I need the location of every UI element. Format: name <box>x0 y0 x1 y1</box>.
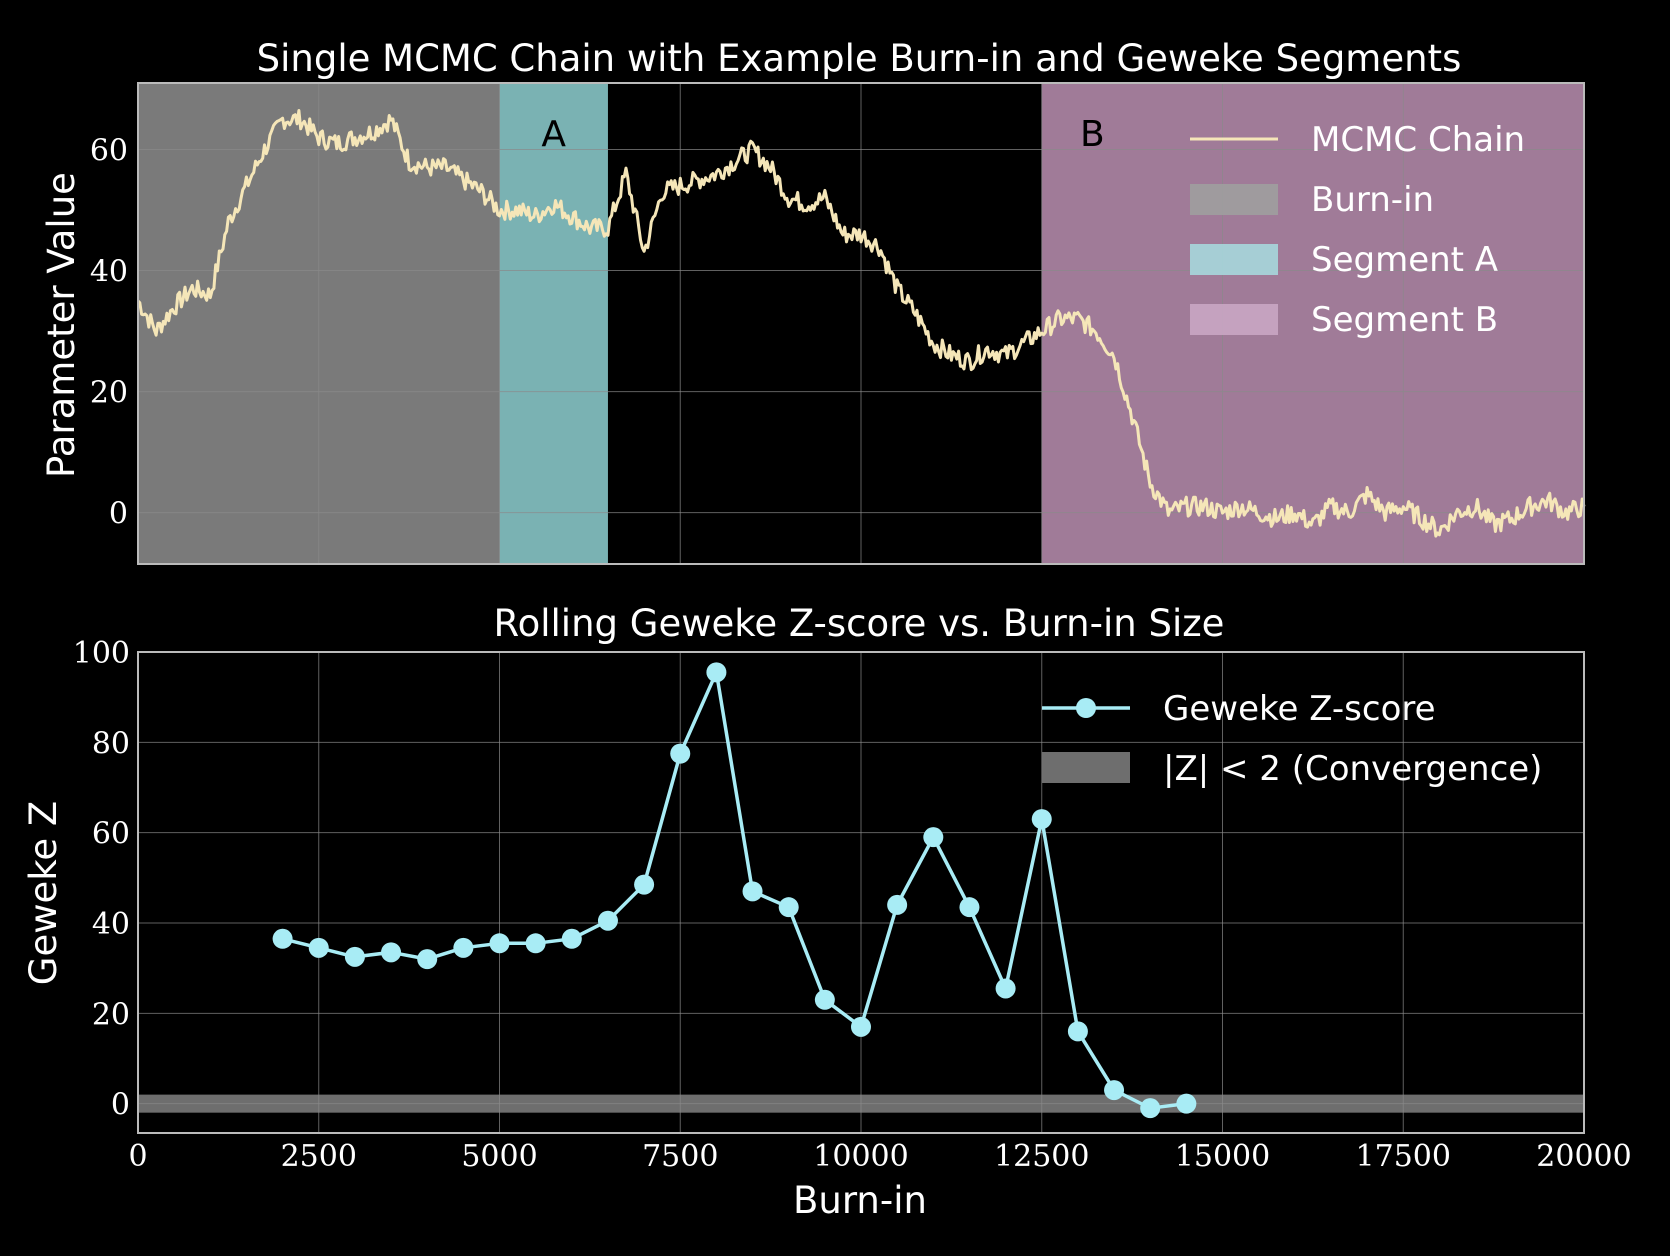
chart-2-x-ticks: 0 2500 5000 7500 10000 12500 15000 17500 20000 <box>128 1139 1631 1174</box>
chart-2-title: Rolling Geweke Z-score vs. Burn-in Size <box>494 602 1225 645</box>
y-tick-label: 100 <box>73 636 130 671</box>
series-line-mcmc-chain <box>136 109 1586 538</box>
x-tick-label: 5000 <box>461 1139 537 1174</box>
x-tick-label: 0 <box>128 1139 147 1174</box>
legend-label-segment-b: Segment B <box>1311 300 1498 340</box>
data-point <box>778 897 799 918</box>
legend-label-burn-in: Burn-in <box>1311 180 1434 220</box>
x-tick-label: 17500 <box>1356 1139 1451 1174</box>
data-point <box>1031 809 1052 830</box>
chart-2-series <box>272 662 1197 1119</box>
chart-1-gridlines <box>138 83 1584 564</box>
data-point <box>959 897 980 918</box>
data-point <box>272 928 293 949</box>
legend-label-segment-a: Segment A <box>1311 240 1498 280</box>
data-point <box>381 942 402 963</box>
y-tick-label: 20 <box>92 997 130 1032</box>
region-label-b: B <box>1080 114 1105 155</box>
data-point <box>887 894 908 915</box>
legend-label-convergence-band: |Z| < 2 (Convergence) <box>1163 749 1542 789</box>
chart-1-legend: MCMC Chain Burn-in Segment A Segment B <box>1190 120 1525 340</box>
region-label-a: A <box>541 114 566 155</box>
data-point <box>597 910 618 931</box>
chart-2-x-label: Burn-in <box>793 1179 927 1222</box>
chart-2-y-ticks: 0 20 40 60 80 100 <box>73 636 130 1123</box>
chart-1-title: Single MCMC Chain with Example Burn-in a… <box>257 37 1462 80</box>
chart-1-y-ticks: 0 20 40 60 <box>90 134 128 532</box>
y-tick-label: 80 <box>92 726 130 761</box>
legend-marker-geweke-z-score <box>1076 698 1096 718</box>
data-point <box>634 874 655 895</box>
x-tick-label: 2500 <box>281 1139 357 1174</box>
y-tick-label: 60 <box>90 134 128 169</box>
y-tick-label: 0 <box>111 1088 130 1123</box>
chart-1-y-label: Parameter Value <box>40 172 83 478</box>
x-tick-label: 10000 <box>813 1139 908 1174</box>
data-point <box>1067 1021 1088 1042</box>
data-point <box>706 662 727 683</box>
data-point <box>308 937 329 958</box>
x-tick-label: 20000 <box>1536 1139 1631 1174</box>
data-point <box>525 933 546 954</box>
chart-2-frame <box>137 651 1585 1134</box>
y-tick-label: 0 <box>109 497 128 532</box>
data-point <box>417 949 438 970</box>
data-point <box>670 743 691 764</box>
legend-label-geweke-z-score: Geweke Z-score <box>1163 689 1436 729</box>
region-segment-b <box>1041 83 1584 564</box>
chart-1-series <box>136 109 1586 538</box>
legend-swatch-segment-b <box>1190 304 1278 335</box>
data-point <box>1104 1080 1125 1101</box>
y-tick-label: 20 <box>90 376 128 411</box>
data-point <box>851 1016 871 1037</box>
data-point <box>453 937 474 958</box>
legend-swatch-convergence-band <box>1042 752 1130 783</box>
data-point <box>489 933 510 954</box>
data-point <box>923 827 944 848</box>
data-point <box>344 946 365 967</box>
data-point <box>1176 1093 1197 1114</box>
data-point <box>561 928 582 949</box>
region-segment-a <box>499 83 608 564</box>
data-point <box>742 881 763 902</box>
y-tick-label: 40 <box>92 907 130 942</box>
data-point <box>995 978 1016 999</box>
chart-2-plot-area <box>137 651 1585 1134</box>
legend-swatch-segment-a <box>1190 244 1278 275</box>
x-tick-label: 15000 <box>1175 1139 1270 1174</box>
chart-2-gridlines <box>138 652 1584 1133</box>
legend-label-mcmc-chain: MCMC Chain <box>1311 120 1525 160</box>
y-tick-label: 60 <box>92 817 130 852</box>
chart-1-frame <box>137 82 1585 565</box>
legend-swatch-burn-in <box>1190 184 1278 215</box>
data-point <box>1140 1098 1161 1119</box>
chart-2-y-label: Geweke Z <box>22 801 65 985</box>
data-point <box>814 989 835 1010</box>
x-tick-label: 7500 <box>642 1139 718 1174</box>
y-tick-label: 40 <box>90 255 128 290</box>
chart-2-legend: Geweke Z-score |Z| < 2 (Convergence) <box>1042 689 1542 789</box>
x-tick-label: 12500 <box>994 1139 1089 1174</box>
